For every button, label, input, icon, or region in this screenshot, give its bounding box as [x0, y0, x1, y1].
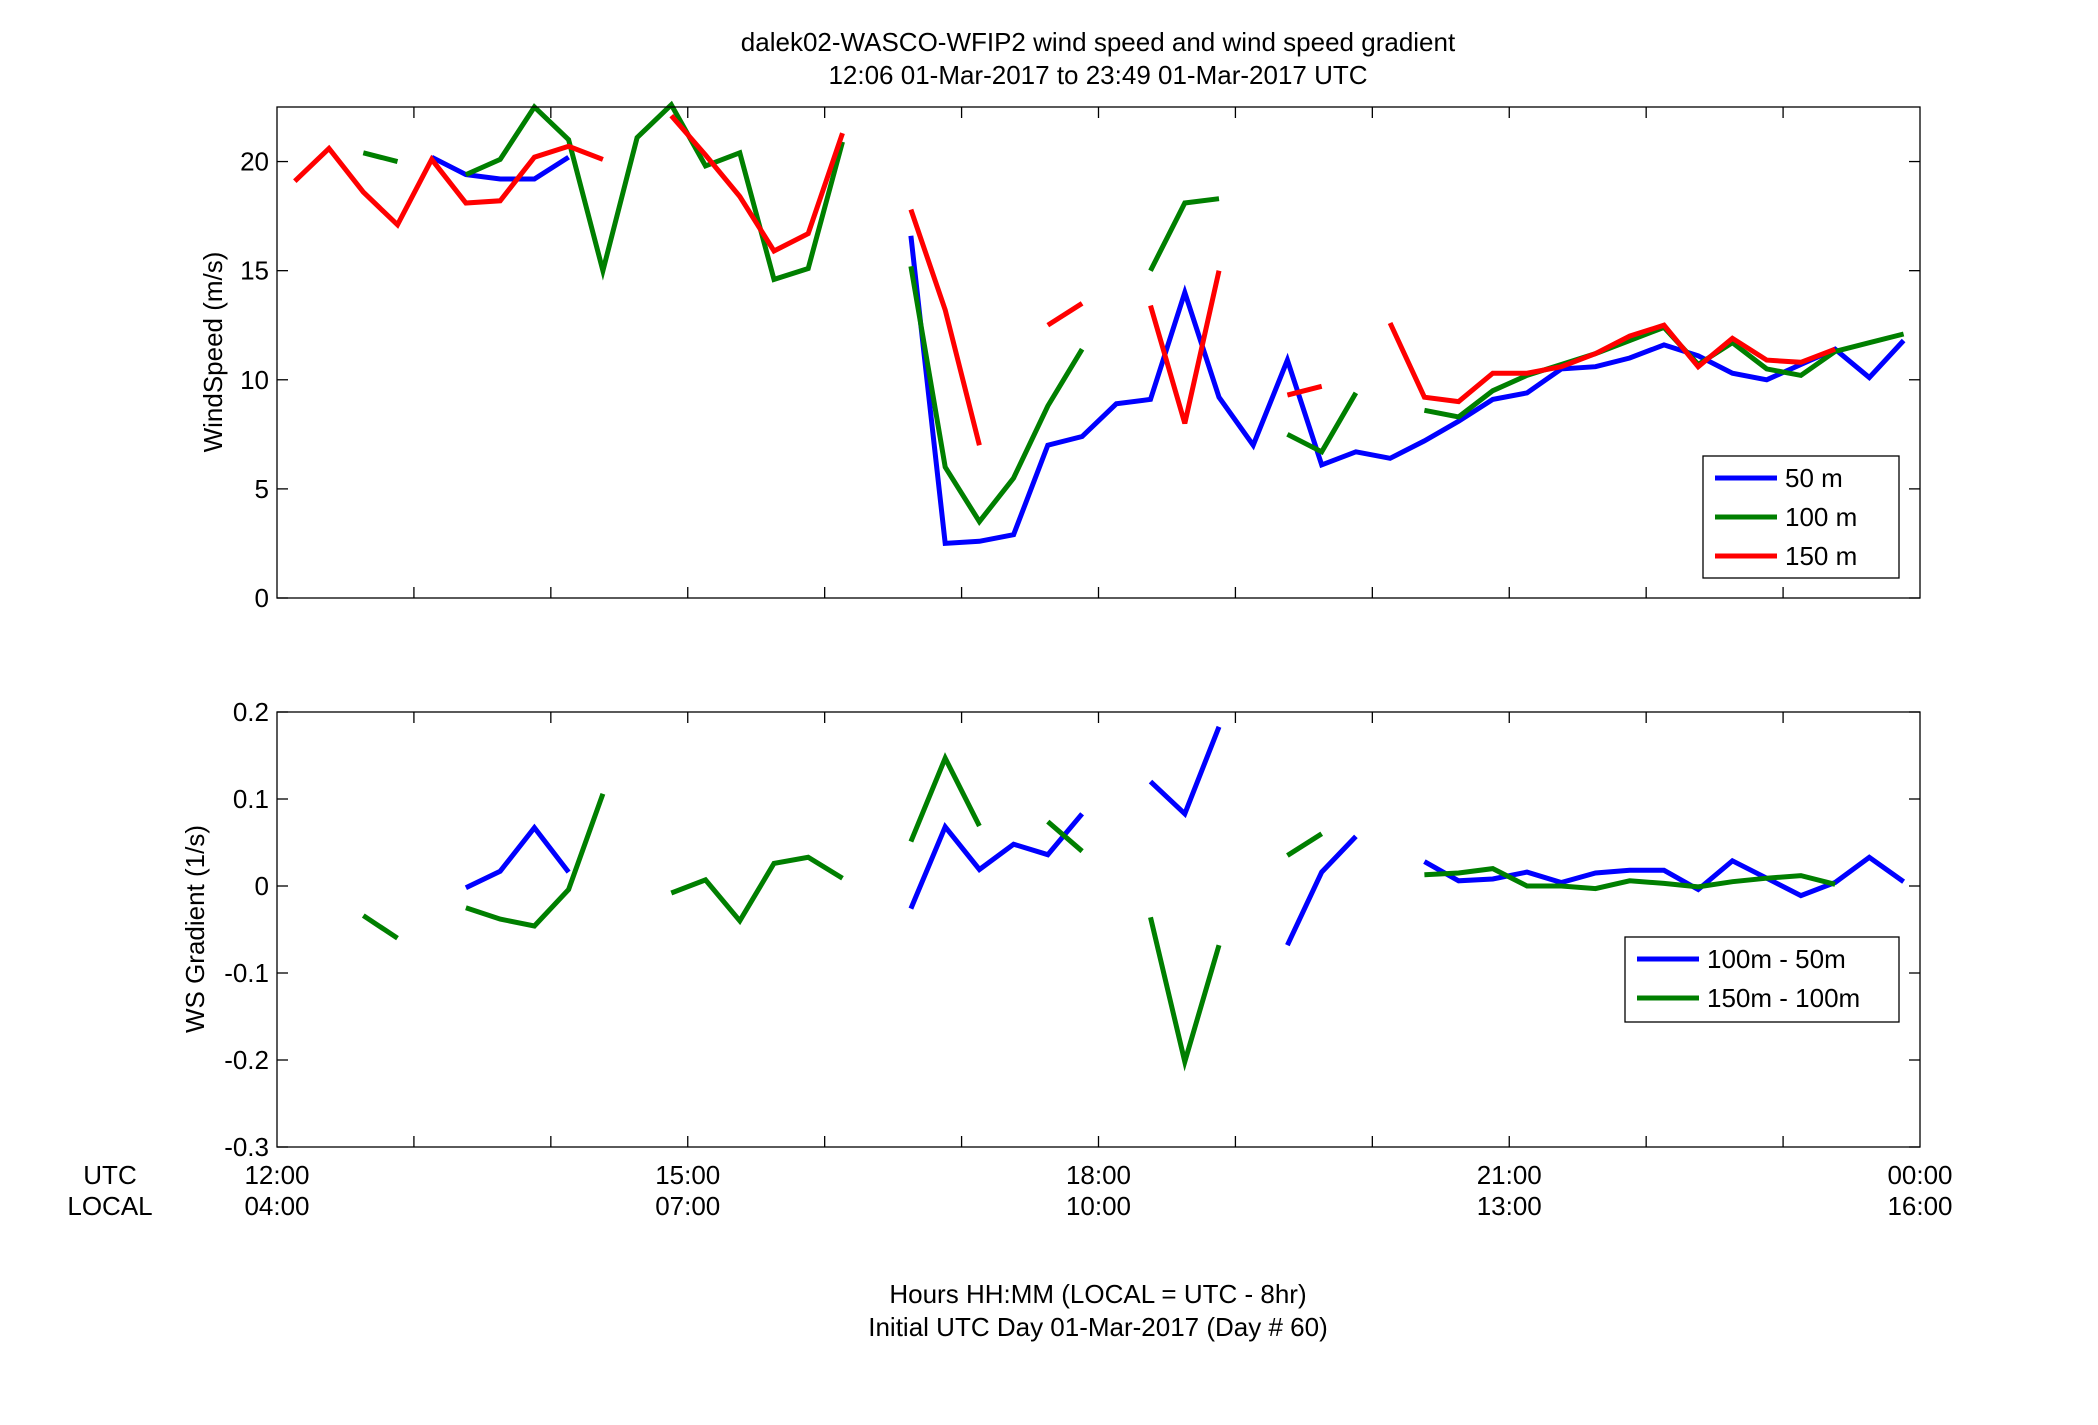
windspeed-ytick-label: 0 [255, 583, 269, 613]
windspeed-legend-label: 100 m [1785, 502, 1857, 532]
local-tick-label: 10:00 [1066, 1191, 1131, 1221]
windspeed-series-2-segment [293, 143, 604, 229]
gradient-legend-label: 100m - 50m [1707, 944, 1846, 974]
utc-tick-label: 15:00 [655, 1160, 720, 1190]
windspeed-legend: 50 m 100 m 150 m [1702, 455, 1900, 579]
gradient-series-1-segment [1046, 819, 1084, 854]
windspeed-series-2-segment [669, 114, 845, 255]
gradient-legend-box [1624, 936, 1900, 1023]
gradient-ytick-label: -0.2 [224, 1045, 269, 1075]
windspeed-series-1-segment [1148, 196, 1220, 272]
gradient-series-0-segment [908, 812, 1085, 910]
windspeed-series-1-segment [464, 100, 845, 283]
windspeed-series-0-segment [430, 154, 570, 182]
utc-tick-label: 21:00 [1477, 1160, 1542, 1190]
gradient-series-1-segment [1424, 866, 1836, 892]
gradient-ticks: -0.3 -0.2 -0.1 0 0.1 0.2 [224, 697, 1920, 1162]
windspeed-series-2-segment [1046, 301, 1084, 328]
utc-tick-label: 18:00 [1066, 1160, 1131, 1190]
windspeed-series-0-segment [908, 235, 1906, 547]
gradient-ytick-label: -0.1 [224, 958, 269, 988]
x-axis-label-line1: Hours HH:MM (LOCAL = UTC - 8hr) [889, 1279, 1306, 1309]
x-axis-label-line2: Initial UTC Day 01-Mar-2017 (Day # 60) [868, 1312, 1328, 1342]
windspeed-panel: 0 5 10 15 20 WindSpeed (m/s) 50 m 100 m 150 m [198, 100, 1921, 613]
local-row-label: LOCAL [67, 1191, 152, 1221]
windspeed-series-1-segment [1286, 391, 1359, 456]
utc-tick-label: 00:00 [1887, 1160, 1952, 1190]
gradient-ytick-label: -0.3 [224, 1132, 269, 1162]
windspeed-ytick-label: 20 [240, 147, 269, 177]
windspeed-series-layer [293, 100, 1906, 547]
windspeed-legend-label: 150 m [1785, 541, 1857, 571]
windspeed-ytick-label: 10 [240, 365, 269, 395]
windspeed-legend-label: 50 m [1785, 463, 1843, 493]
windspeed-series-2-segment [1387, 321, 1836, 405]
gradient-ytick-label: 0.2 [233, 697, 269, 727]
windspeed-y-axis-label: WindSpeed (m/s) [198, 252, 228, 453]
gradient-series-1-segment [465, 792, 606, 929]
gradient-series-1-segment [670, 854, 844, 926]
gradient-ytick-label: 0.1 [233, 784, 269, 814]
windspeed-ytick-label: 15 [240, 256, 269, 286]
windspeed-series-2-segment [1148, 270, 1222, 425]
gradient-series-0-segment [1285, 834, 1358, 947]
gradient-series-1-segment [908, 752, 982, 843]
local-tick-label: 13:00 [1477, 1191, 1542, 1221]
gradient-legend-label: 150m - 100m [1707, 983, 1860, 1013]
windspeed-ticks: 0 5 10 15 20 [240, 107, 1920, 613]
gradient-series-1-segment [1286, 831, 1324, 858]
gradient-series-1-segment [1148, 916, 1222, 1072]
gradient-legend: 100m - 50m 150m - 100m [1624, 936, 1900, 1023]
figure-title-line1: dalek02-WASCO-WFIP2 wind speed and wind … [741, 27, 1456, 57]
windspeed-series-2-segment [908, 208, 982, 446]
gradient-y-axis-label: WS Gradient (1/s) [180, 825, 210, 1033]
windspeed-series-1-segment [362, 150, 399, 165]
local-tick-label: 04:00 [244, 1191, 309, 1221]
local-tick-label: 16:00 [1887, 1191, 1952, 1221]
local-tick-label: 07:00 [655, 1191, 720, 1221]
figure-title-line2: 12:06 01-Mar-2017 to 23:49 01-Mar-2017 U… [828, 60, 1367, 90]
utc-row-label: UTC [83, 1160, 136, 1190]
utc-tick-label: 12:00 [244, 1160, 309, 1190]
gradient-series-0-segment [1148, 725, 1222, 819]
gradient-series-0-segment [464, 823, 571, 890]
gradient-series-layer [361, 725, 1906, 1072]
gradient-panel: -0.3 -0.2 -0.1 0 0.1 0.2 WS Gradient (1/s) 10… [180, 697, 1921, 1162]
gradient-ytick-label: 0 [255, 871, 269, 901]
windspeed-ytick-label: 5 [255, 474, 269, 504]
windspeed-series-1-segment [908, 265, 1085, 526]
windspeed-series-2-segment [1286, 383, 1323, 398]
gradient-series-1-segment [361, 913, 399, 941]
